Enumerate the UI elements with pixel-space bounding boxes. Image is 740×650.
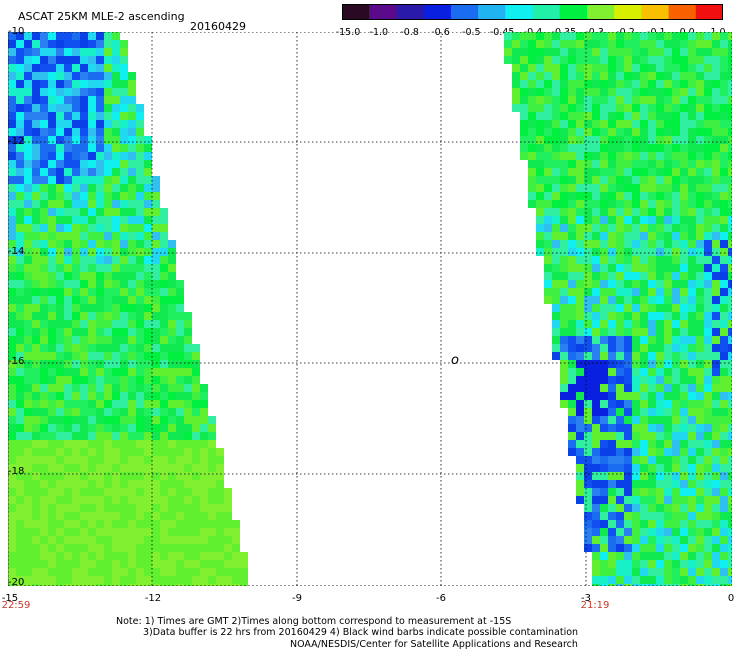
colorbar-border [342,4,723,20]
colorbar-swatch [450,4,479,20]
x-tick-label: 0 [727,593,735,604]
colorbar-swatch [586,4,615,20]
colorbar-swatch [668,4,697,20]
y-tick-label: -10 [8,26,25,37]
y-tick-label: -18 [8,466,25,477]
x-tick-label: -3 [581,593,591,604]
swath-map [8,32,732,586]
y-tick-label: -14 [8,246,25,257]
colorbar-swatch [396,4,425,20]
colorbar-label: -0.6 [431,27,450,38]
colorbar-swatch [369,4,397,20]
note-line-3: NOAA/NESDIS/Center for Satellite Applica… [290,639,578,650]
colorbar-swatch [342,4,370,20]
right-time: 21:19 [580,600,610,611]
colorbar-swatch [641,4,670,20]
y-tick-label: -20 [8,577,25,588]
colorbar-label: -15.0 [335,27,361,38]
x-tick-label: -15 [1,593,19,604]
colorbar-swatch [478,4,506,20]
colorbar-label: -0.5 [462,27,481,38]
position-marker: ο [451,353,459,368]
colorbar-swatch [559,4,588,20]
colorbar-swatch [695,4,723,20]
colorbar-label: -0.8 [400,27,419,38]
colorbar-swatch [423,4,452,20]
colorbar-label: -0.45 [489,27,515,38]
y-tick-label: -12 [8,136,25,147]
note-line-2: 3)Data buffer is 22 hrs from 20160429 4)… [143,627,579,638]
y-tick-label: -16 [8,356,25,367]
map-title: ASCAT 25KM MLE-2 ascending [18,10,185,23]
colorbar [342,4,723,20]
note-line-1: Note: 1) Times are GMT 2)Times along bot… [116,616,512,627]
map-date: 20160429 [190,20,246,33]
colorbar-label: -1.0 [369,27,389,38]
colorbar-swatch [532,4,561,20]
x-tick-label: -12 [144,593,162,604]
x-tick-label: -9 [292,593,302,604]
x-tick-label: -6 [436,593,446,604]
colorbar-swatch [614,4,642,20]
colorbar-swatch [505,4,533,20]
left-time: 22:59 [1,600,31,611]
